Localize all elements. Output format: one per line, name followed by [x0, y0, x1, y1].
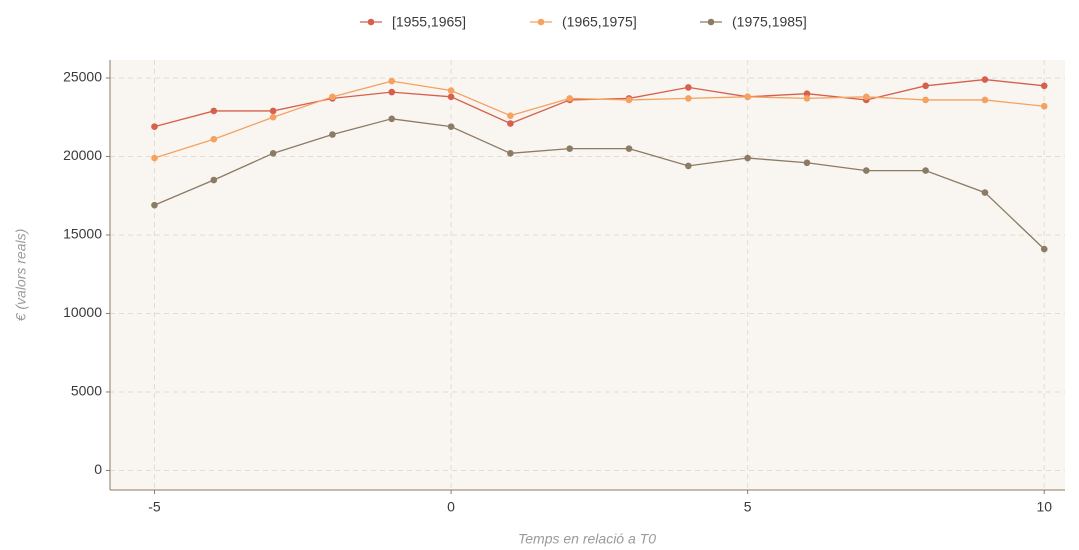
point	[922, 82, 929, 90]
point	[803, 159, 811, 167]
point	[744, 154, 751, 162]
series-line	[154, 118, 1045, 250]
point	[447, 123, 455, 130]
point	[981, 96, 989, 104]
point	[981, 189, 989, 196]
x-tick-label: 0	[447, 499, 455, 515]
y-tick-label: 5000	[71, 383, 102, 399]
point	[388, 77, 396, 85]
x-tick-label: -5	[148, 499, 161, 515]
y-tick-label: 20000	[63, 147, 102, 163]
point	[329, 93, 336, 101]
point	[507, 120, 514, 127]
point	[803, 95, 811, 102]
point	[1040, 82, 1048, 90]
legend-key-point	[537, 18, 545, 26]
point	[269, 150, 277, 157]
point	[744, 93, 751, 101]
panel	[110, 60, 1065, 490]
y-tick-label: 25000	[63, 69, 102, 85]
point	[151, 201, 158, 209]
legend-label: (1965,1975]	[562, 14, 637, 30]
point	[507, 112, 514, 119]
point	[269, 113, 277, 121]
point	[625, 145, 633, 152]
point	[862, 93, 870, 101]
series-line	[154, 80, 1045, 159]
y-tick-label: 0	[94, 461, 102, 477]
point	[329, 131, 336, 138]
point	[566, 145, 574, 152]
y-tick-label: 10000	[63, 304, 102, 320]
point	[210, 176, 218, 184]
y-axis-title: € (valors reals)	[13, 229, 29, 322]
x-axis-title: Temps en relació a T0	[518, 531, 656, 547]
point	[507, 150, 514, 157]
point	[151, 123, 158, 130]
legend-label: [1955,1965]	[392, 14, 466, 30]
point	[210, 107, 218, 115]
x-tick-label: 10	[1036, 499, 1052, 515]
point	[862, 167, 870, 174]
point	[269, 107, 277, 115]
point	[388, 88, 396, 96]
point	[685, 84, 692, 91]
point	[803, 90, 811, 97]
point	[151, 154, 158, 162]
point	[447, 87, 455, 94]
point	[685, 162, 692, 170]
point	[566, 95, 574, 102]
point	[922, 96, 929, 104]
point	[447, 93, 455, 101]
legend-label: (1975,1985]	[732, 14, 807, 30]
legend-key-point	[707, 18, 715, 26]
point	[922, 167, 929, 174]
point	[685, 95, 692, 102]
point	[388, 115, 396, 123]
point	[210, 135, 218, 143]
point	[1040, 102, 1048, 110]
point	[1040, 245, 1048, 253]
legend-key-point	[367, 18, 375, 26]
x-tick-label: 5	[744, 499, 752, 515]
point	[625, 96, 633, 104]
point	[981, 76, 989, 83]
y-tick-label: 15000	[63, 226, 102, 242]
